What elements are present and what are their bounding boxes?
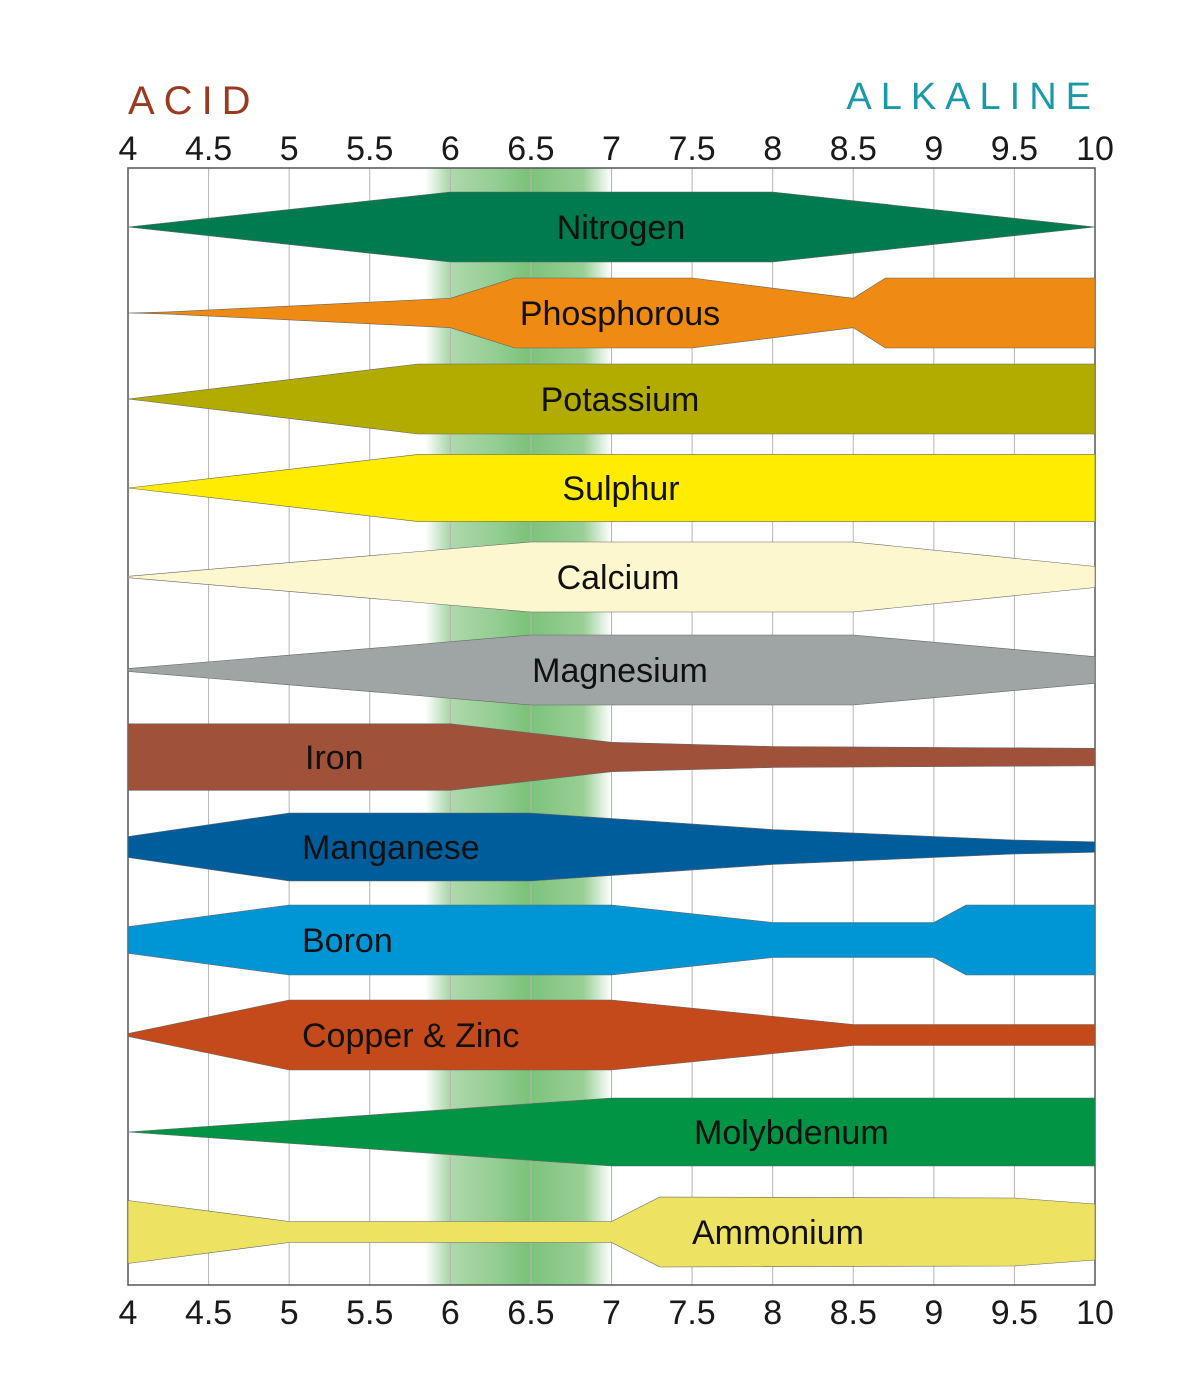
nutrient-bands: Nitrogen Phosphorous Potassium Sulphur Calci… [127,191,1096,1268]
acid-label: ACID [128,79,260,123]
band-manganese [127,812,1096,882]
bottom-tick-label: 9.5 [991,1294,1038,1332]
band-molybdenum [127,1097,1096,1167]
top-tick-label: 8.5 [830,130,877,168]
top-tick-label: 8 [763,130,782,168]
band-label: Ammonium [692,1214,864,1252]
alkaline-label: ALKALINE [846,76,1100,118]
band-potassium [127,363,1096,435]
bottom-tick-label: 6 [441,1294,460,1332]
band-boron [127,904,1096,976]
bottom-tick-label: 10 [1076,1294,1114,1332]
bottom-tick-label: 7.5 [668,1294,715,1332]
band-magnesium [127,634,1096,706]
band-label: Copper & Zinc [302,1017,519,1055]
band-label: Magnesium [532,652,708,690]
top-tick-label: 5.5 [346,130,393,168]
bottom-tick-label: 4 [119,1294,138,1332]
top-tick-label: 9.5 [991,130,1038,168]
band-label: Manganese [302,829,480,867]
top-tick-label: 7 [602,130,621,168]
top-tick-label: 4.5 [185,130,232,168]
top-tick-label: 4 [119,130,138,168]
top-tick-label: 10 [1076,130,1114,168]
top-tick-label: 5 [280,130,299,168]
bottom-tick-label: 6.5 [507,1294,554,1332]
band-calcium [127,541,1096,613]
band-sulphur [127,454,1096,522]
band-label: Potassium [541,381,700,419]
band-label: Sulphur [562,470,679,508]
bottom-tick-label: 9 [924,1294,943,1332]
band-nitrogen [127,191,1096,263]
top-tick-label: 6.5 [507,130,554,168]
bottom-tick-label: 4.5 [185,1294,232,1332]
band-label: Iron [305,739,364,777]
band-phosphorous [127,277,1096,349]
bottom-tick-label: 5 [280,1294,299,1332]
band-label: Boron [302,922,393,960]
bottom-tick-label: 8.5 [830,1294,877,1332]
band-ammonium [127,1196,1096,1268]
top-tick-label: 9 [924,130,943,168]
top-tick-label: 7.5 [668,130,715,168]
band-label: Molybdenum [694,1114,889,1152]
axis-ticks: 4 4 4.5 4.5 5 5 5.5 5.5 6 6 6.5 6.5 7 7 7.5 7.5 8 8 8.5 8.5… [119,130,1114,1332]
band-copper-zinc [127,999,1096,1071]
top-tick-label: 6 [441,130,460,168]
bottom-tick-label: 5.5 [346,1294,393,1332]
band-label: Nitrogen [557,209,686,247]
bottom-tick-label: 8 [763,1294,782,1332]
band-label: Phosphorous [520,295,720,333]
band-iron [127,723,1096,791]
bottom-tick-label: 7 [602,1294,621,1332]
band-label: Calcium [557,559,680,597]
